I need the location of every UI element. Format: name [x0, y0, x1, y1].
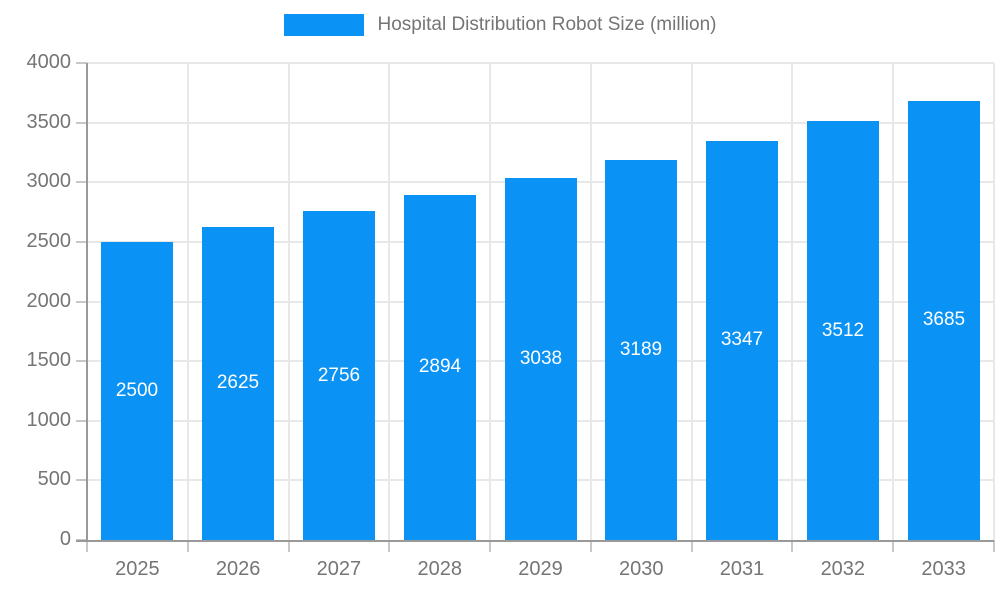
bar-value-label: 3685: [922, 309, 966, 331]
gridline-vertical: [489, 63, 492, 540]
gridline-vertical: [892, 63, 895, 540]
bar: 2894: [404, 194, 476, 540]
x-axis-label: 2025: [115, 558, 160, 580]
x-axis-label: 2030: [619, 558, 664, 580]
y-axis-label: 3000: [26, 170, 72, 193]
x-axis-tick: [993, 540, 995, 552]
chart-legend: Hospital Distribution Robot Size (millio…: [0, 14, 1000, 36]
y-axis-tick: [76, 240, 87, 243]
x-axis-tick: [489, 540, 492, 552]
y-axis-line: [86, 63, 88, 542]
x-axis-label: 2028: [417, 558, 462, 580]
y-axis-tick: [76, 360, 87, 363]
bar: 3347: [706, 140, 778, 540]
bar-value-label: 2756: [317, 364, 361, 386]
bar: 3685: [908, 100, 980, 540]
bar-value-label: 3347: [720, 329, 764, 351]
gridline-vertical: [287, 63, 290, 540]
gridline-vertical: [690, 63, 693, 540]
x-axis-label: 2027: [316, 558, 362, 580]
y-axis-label: 500: [37, 468, 71, 491]
x-axis-line: [76, 540, 994, 542]
bar: 2756: [303, 211, 375, 540]
x-axis-tick: [186, 540, 189, 552]
bar: 2625: [202, 226, 274, 540]
y-axis-tick: [76, 539, 87, 541]
x-axis-tick: [589, 540, 592, 552]
bar-value-label: 2500: [115, 379, 159, 401]
x-axis-tick: [892, 540, 895, 552]
gridline-vertical: [388, 63, 391, 540]
x-axis-tick: [86, 540, 88, 552]
y-axis-label: 0: [59, 528, 71, 550]
y-axis-label: 4000: [26, 51, 72, 73]
gridline-vertical: [186, 63, 189, 540]
y-axis-tick: [76, 419, 87, 422]
y-axis-tick: [76, 300, 87, 303]
legend-label[interactable]: Hospital Distribution Robot Size (millio…: [377, 14, 717, 35]
bar-value-label: 3512: [821, 319, 865, 341]
bar-value-label: 2894: [418, 356, 462, 378]
x-axis-tick: [287, 540, 290, 552]
gridline-horizontal: [87, 62, 994, 64]
y-axis-tick: [76, 479, 87, 482]
y-axis-tick: [76, 62, 87, 64]
x-axis-tick: [791, 540, 794, 552]
bar: 3038: [505, 177, 577, 540]
x-axis-label: 2026: [215, 558, 261, 580]
y-axis-label: 2500: [26, 229, 72, 252]
y-axis-label: 3500: [26, 110, 72, 133]
bar: 2500: [101, 241, 173, 540]
gridline-vertical: [791, 63, 794, 540]
bar-value-label: 3038: [519, 347, 563, 369]
y-axis-label: 2000: [26, 289, 72, 312]
bar-value-label: 3189: [619, 338, 663, 360]
x-axis-tick: [388, 540, 391, 552]
y-axis-tick: [76, 121, 87, 124]
x-axis-label: 2031: [719, 558, 765, 580]
bar-value-label: 2625: [216, 372, 260, 394]
gridline-vertical: [993, 63, 995, 540]
y-axis-label: 1000: [26, 408, 72, 431]
y-axis-tick: [76, 181, 87, 184]
bar: 3189: [605, 159, 677, 540]
x-axis-label: 2029: [518, 558, 563, 580]
x-axis-label: 2032: [820, 558, 866, 580]
x-axis-label: 2033: [921, 558, 966, 580]
x-axis-tick: [690, 540, 693, 552]
bar: 3512: [807, 121, 879, 540]
legend-swatch[interactable]: [283, 14, 364, 36]
y-axis-label: 1500: [26, 349, 72, 372]
gridline-vertical: [589, 63, 592, 540]
